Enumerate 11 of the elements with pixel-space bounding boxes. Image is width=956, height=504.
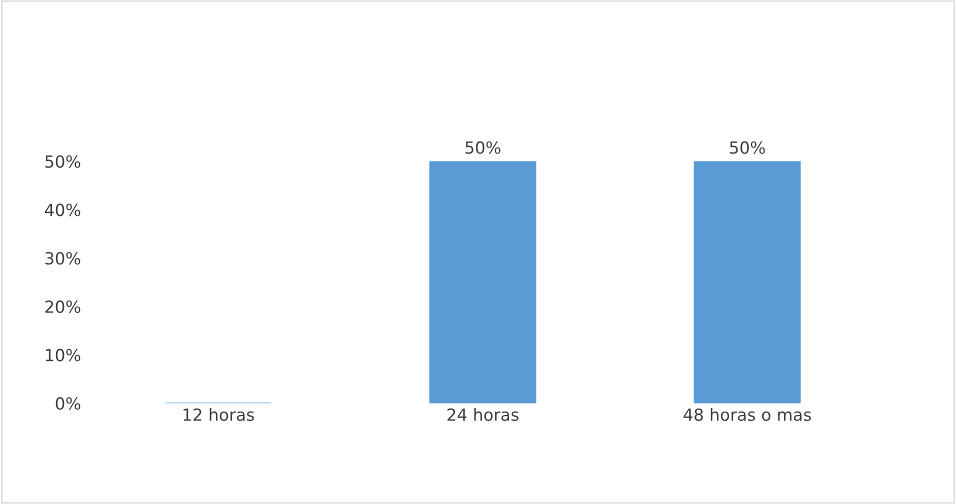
y-tick-label: 30% <box>45 252 80 265</box>
data-label: 50% <box>466 141 500 154</box>
y-tick-label: 40% <box>44 204 80 216</box>
x-tick-label: 12 horas <box>184 408 254 421</box>
x-tick-label: 24 horas <box>447 408 518 421</box>
y-tick-label: 0% <box>56 397 80 410</box>
x-tick-label: 48 horas o mas <box>684 408 811 421</box>
y-tick-label: 20% <box>45 300 80 313</box>
y-tick-label: 10% <box>46 348 80 362</box>
data-label: 50% <box>730 141 765 154</box>
y-tick-label: 50% <box>45 155 80 168</box>
